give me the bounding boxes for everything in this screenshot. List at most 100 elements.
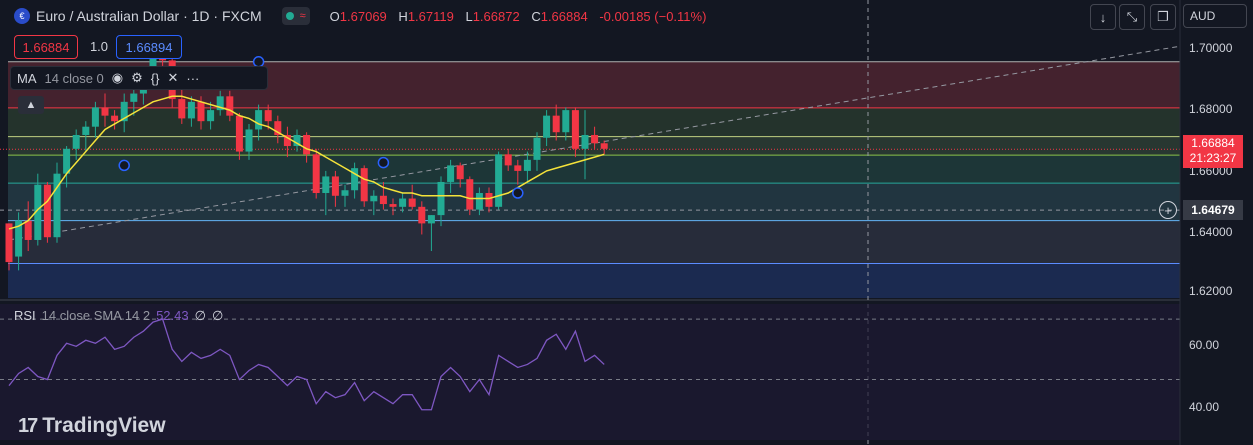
candle-body: [408, 198, 416, 207]
candle-body: [120, 101, 128, 122]
logo-text: TradingView: [42, 414, 166, 437]
price-axis-bg: [1180, 0, 1253, 445]
rsi-label: RSI: [14, 308, 36, 323]
last-price: 1.66884: [1191, 136, 1235, 150]
candle-body: [43, 184, 51, 238]
change-value: -0.00185 (−0.11%): [599, 8, 707, 24]
candle-body: [130, 93, 138, 102]
candle-body: [379, 195, 387, 205]
candle-body: [562, 110, 570, 133]
close-icon[interactable]: ✕: [167, 70, 179, 85]
arrow-down-icon: ↓: [1099, 9, 1107, 25]
collapse-legend-button[interactable]: ▲: [18, 96, 44, 114]
quantity-value[interactable]: 1.0: [89, 38, 109, 54]
candle-body: [15, 220, 23, 257]
candle-body: [447, 165, 455, 182]
ma-line: [8, 95, 605, 230]
market-open-icon: [285, 12, 294, 20]
candle-body: [456, 165, 464, 180]
sell-price-button[interactable]: 1.66884: [14, 35, 78, 59]
candle-body: [312, 154, 320, 194]
gear-icon[interactable]: ⚙: [131, 70, 143, 85]
symbol-title[interactable]: Euro / Australian Dollar · 1D · FXCM: [36, 8, 262, 24]
open-value: 1.67069: [339, 8, 387, 24]
candle-body: [283, 134, 291, 147]
eye-icon[interactable]: ◉: [111, 70, 124, 85]
price-axis-label: 1.62000: [1189, 284, 1233, 298]
candle-body: [34, 184, 42, 240]
ma-label: MA: [17, 70, 37, 86]
rsi-extra-1: ∅: [194, 308, 206, 323]
euro-flag-icon: €: [14, 8, 30, 24]
candle-body: [485, 193, 493, 207]
low-value: 1.66872: [472, 8, 520, 24]
restore-button[interactable]: ❐: [1150, 4, 1176, 30]
rsi-axis-label: 40.00: [1189, 400, 1220, 414]
scroll-down-button[interactable]: ↓: [1090, 4, 1116, 30]
candle-body: [72, 134, 80, 149]
collapse-icon: ⤡: [1126, 9, 1138, 24]
candle-body: [341, 190, 349, 196]
candle-body: [111, 115, 119, 122]
market-status[interactable]: ≈: [281, 7, 310, 25]
more-icon[interactable]: ···: [186, 70, 200, 86]
restore-icon: ❐: [1157, 9, 1169, 24]
candle-body: [178, 99, 186, 119]
currency-select[interactable]: AUD: [1183, 4, 1247, 28]
fib-zone: [8, 183, 1180, 221]
rsi-value: 52.43: [156, 308, 189, 323]
price-axis-label: 1.64000: [1189, 225, 1233, 239]
candle-body: [264, 110, 272, 122]
fib-zone: [8, 220, 1180, 264]
candle-body: [427, 215, 435, 224]
close-value: 1.66884: [540, 8, 588, 24]
source-code-icon[interactable]: {}: [150, 70, 160, 86]
candle-body: [475, 193, 483, 210]
drawing-anchor-point: [118, 159, 130, 172]
candle-body: [571, 110, 579, 149]
fib-zone: [8, 136, 1180, 156]
candle-body: [24, 220, 32, 240]
price-axis-label: 1.70000: [1189, 41, 1233, 55]
chart-header: € Euro / Australian Dollar · 1D · FXCM ≈…: [14, 6, 706, 26]
add-alert-icon[interactable]: +: [1159, 201, 1177, 219]
candle-body: [351, 168, 359, 191]
fib-zone: [8, 155, 1180, 184]
rsi-band: [0, 304, 1180, 440]
crosshair-price-tag: 1.64679: [1183, 200, 1243, 220]
fib-zone: [8, 263, 1180, 298]
rsi-indicator-legend[interactable]: RSI 14 close SMA 14 2 52.43 ∅ ∅: [14, 308, 223, 324]
candle-body: [216, 96, 224, 111]
candle-body: [91, 107, 99, 127]
candle-body: [207, 110, 215, 122]
candle-body: [466, 179, 474, 210]
candle-body: [514, 165, 522, 171]
candle-body: [245, 129, 253, 152]
rsi-axis-label: 60.00: [1189, 338, 1220, 352]
candle-body: [418, 206, 426, 224]
candle-body: [53, 173, 61, 238]
candle-body: [149, 54, 157, 77]
ohlc-values: O1.67069 H1.67119 L1.66872 C1.66884 -0.0…: [329, 8, 707, 24]
candle-body: [331, 176, 339, 196]
drawing-anchor-point: [512, 187, 524, 199]
candle-body: [274, 121, 282, 135]
candle-body: [581, 134, 589, 149]
candle-body: [226, 96, 234, 116]
candle-body: [389, 204, 397, 207]
candle-body: [533, 137, 541, 160]
rsi-args: 14 close SMA 14 2: [41, 308, 151, 323]
price-axis-label: 1.68000: [1189, 102, 1233, 116]
ma-args: 14 close 0: [44, 70, 104, 86]
candle-body: [600, 143, 608, 149]
ma-indicator-legend[interactable]: MA 14 close 0 ◉ ⚙ {} ✕ ···: [10, 66, 268, 90]
drawing-anchor-point: [377, 156, 390, 169]
candle-body: [293, 134, 301, 147]
tradingview-logo[interactable]: 17 TradingView: [18, 414, 166, 438]
rsi-line: [8, 318, 605, 411]
buy-price-button[interactable]: 1.66894: [116, 35, 182, 59]
collapse-button[interactable]: ⤡: [1119, 4, 1145, 30]
candle-body: [5, 223, 13, 263]
chevron-up-icon: ▲: [25, 99, 37, 111]
